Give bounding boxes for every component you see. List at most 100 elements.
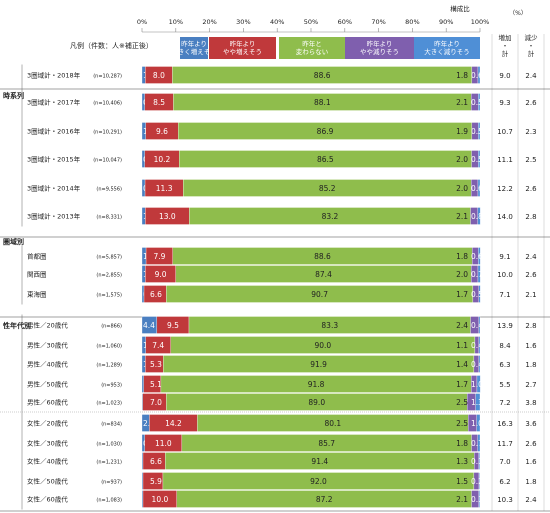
bar-value-label: 9.0 [155, 270, 167, 279]
bar-value-label: 90.0 [314, 341, 331, 350]
bar-value-label: 88.1 [314, 98, 331, 107]
legend-label: 昨年より [181, 39, 207, 48]
decrease-total: 3.6 [525, 420, 537, 428]
bar-segment [478, 122, 481, 140]
increase-total: 7.2 [499, 399, 510, 407]
row-label: 女性／40歳代 [27, 457, 68, 466]
decrease-total: 1.8 [525, 361, 536, 369]
row-n: (n=953) [101, 383, 122, 389]
increase-total: 9.0 [499, 72, 510, 80]
decrease-total: 2.7 [525, 381, 536, 389]
legend-label: 昨年より [367, 39, 393, 48]
bar-segment [477, 66, 481, 84]
increase-total: 11.1 [497, 156, 513, 164]
decrease-total: 1.8 [525, 478, 536, 486]
bar-value-label: 0.4 [471, 360, 483, 369]
bar-value-label: 5.1 [150, 380, 162, 389]
bar-value-label: 1.8 [456, 252, 468, 261]
bar-value-label: 0.5 [471, 98, 483, 107]
bar-value-label: 9.6 [156, 127, 168, 136]
bar-segment [476, 414, 481, 432]
bar-segment [478, 472, 480, 490]
bar-value-label: 2.2 [143, 419, 155, 428]
legend-label: 大きく増えそう [171, 47, 217, 56]
row-n: (n=834) [101, 422, 122, 428]
decrease-total: 2.6 [525, 440, 537, 448]
bar-value-label: 1.0 [471, 380, 483, 389]
legend-swatch [414, 37, 480, 59]
bar-value-label: 80.1 [324, 419, 341, 428]
bar-segment [477, 179, 481, 197]
group-label: 時系列 [3, 91, 24, 100]
bar-value-label: 2.5 [456, 419, 468, 428]
increase-total: 13.9 [497, 322, 513, 330]
row-label: 女性／20歳代 [27, 419, 68, 428]
inc-header-total: 計 [502, 49, 509, 58]
inc-header: 増加 [499, 33, 512, 42]
bar-value-label: 14.2 [165, 419, 182, 428]
legend-swatch [180, 37, 208, 59]
row-label: 3圏域計・2015年 [27, 155, 81, 164]
bar-value-label: 2.0 [456, 155, 468, 164]
bar-value-label: 85.2 [319, 184, 336, 193]
row-label: 3圏域計・2014年 [27, 184, 81, 193]
increase-total: 5.5 [499, 381, 510, 389]
bar-value-label: 88.6 [314, 252, 331, 261]
increase-total: 10.3 [497, 496, 513, 504]
bar-value-label: 89.0 [308, 398, 325, 407]
bar-value-label: 1.7 [456, 380, 468, 389]
row-n: (n=5,857) [96, 255, 122, 261]
decrease-total: 2.1 [525, 291, 536, 299]
row-label: 男性／60歳代 [27, 398, 68, 407]
increase-total: 6.2 [499, 478, 510, 486]
bar-value-label: 1.3 [456, 457, 468, 466]
bar-value-label: 1.1 [456, 341, 468, 350]
bar-value-label: 4.4 [143, 321, 155, 330]
bar-value-label: 0.5 [471, 290, 483, 299]
bar-value-label: 2.4 [456, 321, 468, 330]
bar-value-label: 1.5 [456, 477, 468, 486]
increase-total: 10.7 [497, 128, 513, 136]
row-n: (n=937) [101, 480, 122, 486]
bar-value-label: 0.8 [471, 212, 483, 221]
legend-swatch [279, 37, 345, 59]
bar-value-label: 91.4 [311, 457, 328, 466]
increase-total: 10.0 [497, 271, 513, 279]
bar-segment [477, 207, 481, 225]
row-n: (n=1,231) [96, 460, 122, 466]
decrease-total: 1.6 [525, 342, 537, 350]
bar-value-label: 7.4 [152, 341, 164, 350]
row-label: 3圏域計・2016年 [27, 127, 81, 136]
decrease-total: 1.6 [525, 458, 537, 466]
decrease-total: 2.4 [525, 496, 537, 504]
increase-total: 7.0 [499, 458, 510, 466]
bar-value-label: 83.3 [321, 321, 338, 330]
row-label: 女性／60歳代 [27, 495, 68, 504]
legend-label: 大きく減りそう [424, 47, 470, 56]
bar-value-label: 0.2 [471, 477, 483, 486]
row-n: (n=8,331) [96, 215, 122, 221]
row-label: 東海圏 [27, 290, 47, 299]
bar-value-label: 9.5 [167, 321, 179, 330]
row-label: 3圏域計・2018年 [27, 71, 81, 80]
row-n: (n=1,023) [96, 401, 122, 407]
bar-value-label: 91.9 [310, 360, 327, 369]
x-tick-label: 80% [405, 18, 419, 26]
bar-segment [478, 150, 481, 168]
bar-value-label: 8.0 [153, 71, 165, 80]
bar-segment [475, 393, 481, 411]
decrease-total: 2.4 [525, 253, 537, 261]
decrease-total: 2.6 [525, 271, 537, 279]
bar-value-label: 86.5 [317, 155, 334, 164]
bar-value-label: 2.0 [456, 270, 468, 279]
row-n: (n=1,083) [96, 498, 122, 504]
bar-segment [478, 355, 481, 373]
legend-caption: 凡例（件数：人※補正後） [70, 41, 153, 50]
decrease-total: 2.5 [525, 156, 536, 164]
row-n: (n=10,287) [93, 74, 122, 80]
legend-label: 昨年と [302, 39, 322, 48]
group-label: 圏域別 [3, 237, 24, 246]
bar-value-label: 91.8 [308, 380, 325, 389]
increase-total: 11.7 [497, 440, 513, 448]
increase-total: 7.1 [499, 291, 510, 299]
